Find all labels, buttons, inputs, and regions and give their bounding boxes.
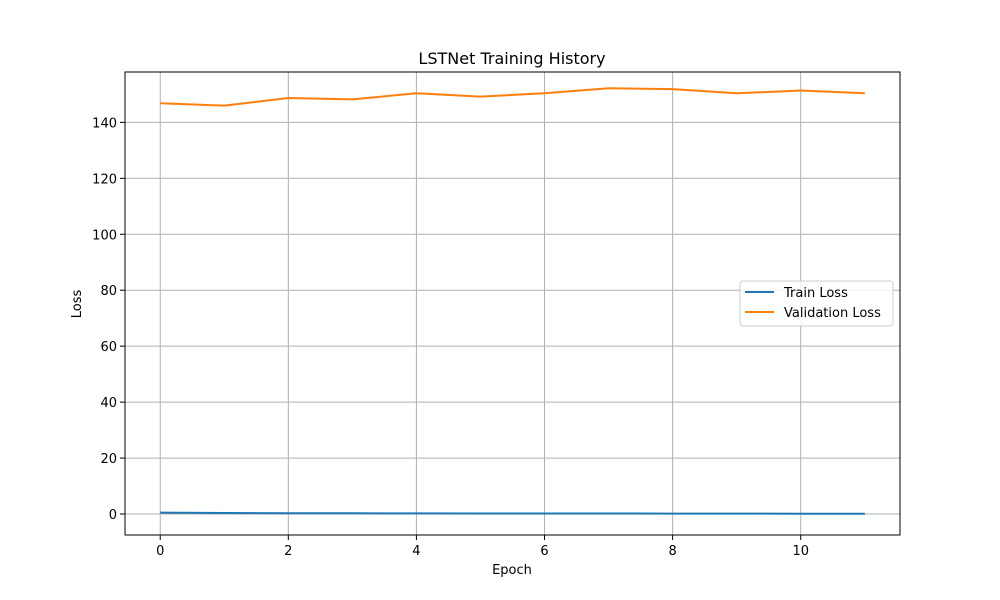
y-tick-label: 60 — [100, 340, 117, 355]
y-tick-label: 0 — [109, 508, 117, 523]
train-loss-line — [160, 511, 865, 515]
validation-loss-legend-label: Validation Loss — [784, 306, 881, 321]
x-tick-label: 10 — [792, 544, 809, 559]
x-tick-label: 0 — [156, 544, 164, 559]
y-tick-label: 20 — [100, 452, 117, 467]
x-tick-label: 4 — [412, 544, 420, 559]
plot-frame — [124, 71, 901, 536]
validation-loss-line — [160, 87, 865, 107]
y-tick-label: 100 — [92, 228, 117, 243]
x-tick-label: 6 — [540, 544, 548, 559]
train-loss-legend-label: Train Loss — [783, 286, 848, 301]
y-tick-label: 120 — [92, 172, 117, 187]
x-tick-label: 2 — [284, 544, 292, 559]
legend: Train Loss Validation Loss — [739, 280, 894, 327]
x-tick-label: 8 — [668, 544, 676, 559]
legend-box — [739, 280, 894, 327]
y-tick-label: 40 — [100, 396, 117, 411]
y-tick-label: 80 — [100, 284, 117, 299]
x-axis-label: Epoch — [492, 563, 532, 578]
chart-title: LSTNet Training History — [418, 49, 605, 68]
y-tick-label: 140 — [92, 116, 117, 131]
series-lines — [160, 87, 865, 515]
y-axis-label: Loss — [70, 290, 85, 319]
